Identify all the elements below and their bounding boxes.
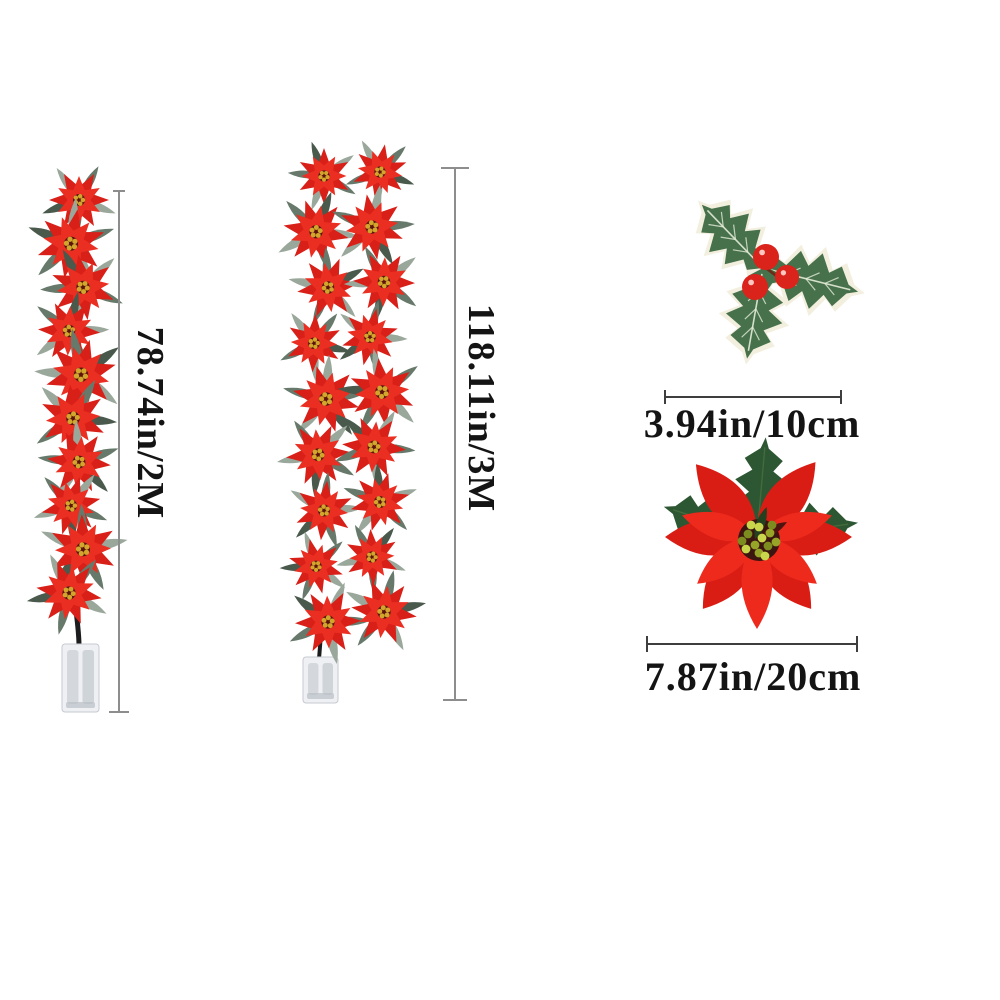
poinsettia-width-label: 7.87in/20cm [644,654,862,699]
garland-2m-measure-line [109,190,129,713]
garland-2m-figure [26,166,128,713]
garland-3m-length-label: 118.11in/3M [460,303,502,513]
poinsettia-flower-figure [663,437,859,629]
garland-3m-measure-line [441,167,469,701]
holly-width-measure-line [664,390,842,404]
garland-3m-figure [277,140,426,704]
holly-width-label: 3.94in/10cm [643,401,861,446]
poinsettia-width-measure-line [646,636,858,652]
holly-sprig-figure [695,199,865,365]
garland-2m-length-label: 78.74in/2M [129,326,171,520]
